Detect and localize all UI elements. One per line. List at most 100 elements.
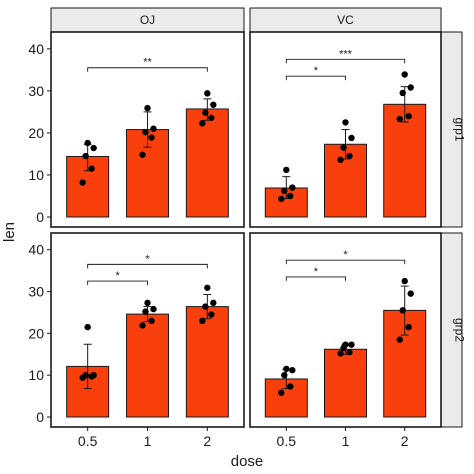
- x-tick-label: 1: [144, 433, 152, 449]
- data-point: [199, 317, 206, 325]
- y-tick-label: 10: [28, 367, 44, 383]
- data-point: [210, 101, 217, 108]
- data-point: [139, 151, 146, 158]
- data-point: [82, 152, 89, 160]
- data-point: [88, 165, 95, 172]
- data-point: [401, 71, 408, 78]
- y-tick-label: 30: [28, 284, 44, 300]
- data-point: [399, 307, 406, 314]
- significance-label: *: [343, 249, 348, 261]
- data-point: [396, 115, 403, 123]
- significance-bracket: [285, 276, 346, 281]
- data-point: [208, 114, 215, 121]
- data-point: [405, 112, 412, 120]
- data-point: [148, 134, 155, 141]
- data-point: [84, 323, 91, 331]
- data-point: [342, 119, 349, 126]
- y-tick-label: 40: [28, 242, 44, 258]
- y-tick-label: 30: [28, 83, 44, 99]
- data-point: [144, 104, 151, 112]
- data-point: [202, 303, 209, 310]
- data-point: [399, 89, 406, 97]
- data-point: [144, 299, 151, 307]
- panel-oj-grp1: **: [50, 31, 245, 228]
- y-tick-label: 40: [28, 41, 44, 57]
- data-point: [278, 389, 285, 396]
- data-point: [283, 166, 290, 174]
- significance-bracket: [87, 263, 208, 269]
- data-point: [199, 120, 206, 127]
- data-point: [210, 299, 217, 307]
- data-point: [287, 383, 294, 390]
- data-point: [281, 187, 288, 195]
- x-axis-title: dose: [231, 453, 264, 470]
- bar: [126, 313, 169, 418]
- data-point: [281, 371, 288, 379]
- data-point: [208, 311, 215, 318]
- y-tick-label: 0: [36, 209, 44, 225]
- data-point: [142, 308, 149, 315]
- significance-label: **: [143, 57, 152, 69]
- data-point: [407, 290, 414, 297]
- significance-bracket: [285, 58, 406, 64]
- data-point: [84, 139, 91, 147]
- significance-label: *: [145, 253, 150, 265]
- col-strip-label: OJ: [140, 13, 155, 27]
- data-point: [142, 128, 149, 136]
- row-strip-label: grp1: [453, 117, 467, 141]
- data-point: [150, 305, 157, 313]
- data-point: [202, 109, 209, 116]
- data-point: [407, 84, 414, 91]
- x-tick-label: 1: [342, 433, 350, 449]
- data-point: [346, 152, 353, 160]
- x-tick-label: 0.5: [78, 433, 98, 449]
- significance-label: ***: [339, 48, 353, 60]
- data-point: [401, 277, 408, 285]
- data-point: [405, 323, 412, 331]
- significance-bracket: [87, 280, 148, 286]
- data-point: [342, 341, 349, 348]
- data-point: [150, 125, 157, 132]
- data-point: [79, 179, 86, 186]
- significance-label: *: [115, 270, 120, 282]
- significance-bracket: [87, 67, 208, 72]
- data-point: [90, 371, 97, 379]
- data-point: [337, 350, 344, 357]
- bar: [185, 108, 229, 218]
- y-tick-label: 20: [28, 325, 44, 341]
- y-tick-label: 20: [28, 125, 44, 141]
- x-tick-label: 2: [401, 433, 409, 449]
- data-point: [283, 365, 290, 373]
- data-point: [346, 348, 353, 356]
- data-point: [278, 195, 285, 203]
- panel-border: [50, 31, 245, 228]
- row-strip-label: grp2: [453, 318, 467, 342]
- x-tick-label: 2: [203, 433, 211, 449]
- bar: [324, 348, 367, 418]
- col-strip-vc: [249, 7, 442, 33]
- bar: [264, 187, 308, 218]
- data-point: [337, 156, 344, 164]
- y-tick-label: 10: [28, 167, 44, 183]
- significance-bracket: [285, 75, 346, 81]
- data-point: [348, 134, 355, 142]
- panel-oj-grp2: **: [50, 232, 245, 428]
- data-point: [340, 144, 347, 151]
- x-tick-label: 0.5: [277, 433, 297, 449]
- y-tick-label: 0: [36, 409, 44, 425]
- data-point: [287, 192, 294, 200]
- data-point: [148, 317, 155, 325]
- data-point: [289, 366, 296, 374]
- axes-layer: 0 10 20 30 40 0 10 20 30 40 0.5 1 2 0.5 1 2: [28, 41, 408, 449]
- significance-label: *: [314, 65, 319, 77]
- data-point: [204, 90, 211, 97]
- panel-vc-grp1: ****: [249, 31, 442, 228]
- col-strip-label: VC: [337, 13, 354, 27]
- data-point: [90, 144, 97, 152]
- significance-bracket: [285, 259, 406, 265]
- panel-border: [249, 31, 442, 228]
- data-point: [396, 336, 403, 343]
- data-point: [82, 371, 89, 379]
